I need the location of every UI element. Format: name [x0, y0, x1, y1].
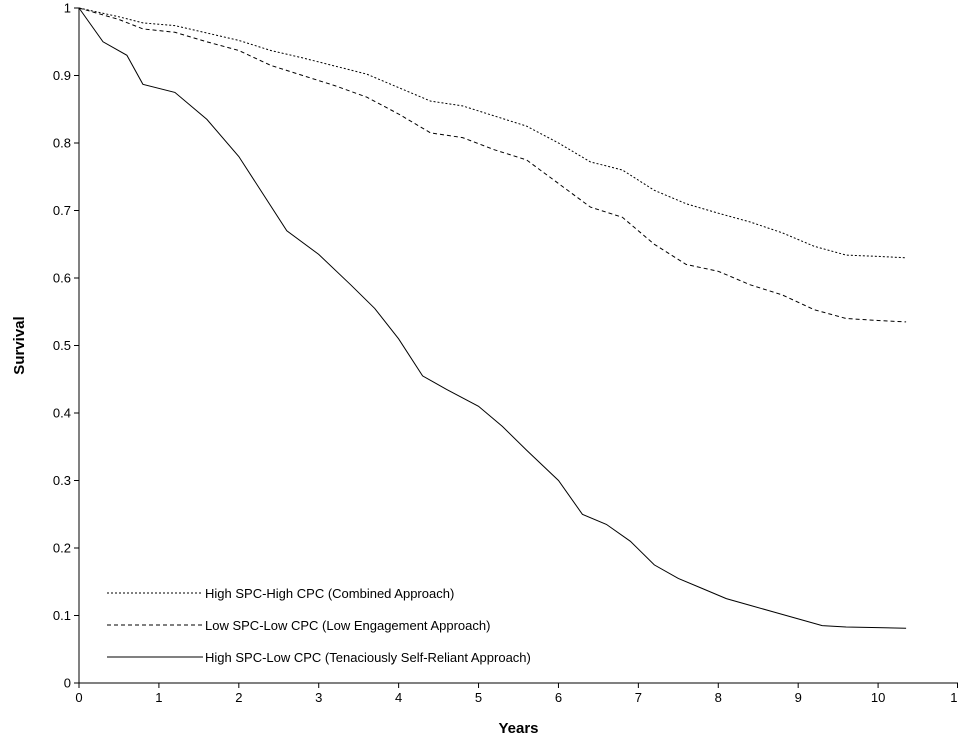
legend-label-1: High SPC-High CPC (Combined Approach)	[205, 586, 454, 601]
x-tick-label: 5	[475, 690, 482, 705]
x-tick-label: 0	[75, 690, 82, 705]
y-tick-label: 0.3	[53, 473, 71, 488]
axes	[78, 8, 958, 684]
x-tick-label: 2	[235, 690, 242, 705]
legend-label-2: Low SPC-Low CPC (Low Engagement Approach…	[205, 618, 490, 633]
legend: High SPC-High CPC (Combined Approach) Low…	[107, 586, 531, 665]
y-tick-label: 0.2	[53, 541, 71, 556]
x-tick-label: 6	[555, 690, 562, 705]
y-axis-label: Survival	[11, 316, 28, 374]
y-tick-label: 0.7	[53, 203, 71, 218]
series-line-3	[78, 7, 907, 629]
y-tick-label: 0.8	[53, 136, 71, 151]
x-tick-label: 1	[155, 690, 162, 705]
y-tick-label: 0.4	[53, 406, 71, 421]
legend-label-3: High SPC-Low CPC (Tenaciously Self-Relia…	[205, 650, 531, 665]
y-tick-label: 0.5	[53, 338, 71, 353]
y-tick-label: 0.6	[53, 271, 71, 286]
series-lines	[78, 7, 907, 629]
x-tick-label: 4	[395, 690, 402, 705]
x-tick-label: 7	[635, 690, 642, 705]
x-tick-labels: 0 1 2 3 4 5 6 7 8 9 10 1	[75, 690, 957, 705]
x-tick-label: 8	[715, 690, 722, 705]
x-axis-label: Years	[498, 720, 538, 737]
series-line-2	[78, 7, 907, 323]
y-tick-label: 0	[64, 676, 71, 691]
y-tick-label: 0.9	[53, 68, 71, 83]
x-tick-label: 9	[795, 690, 802, 705]
x-tick-label: 1	[950, 690, 957, 705]
x-tick-label: 10	[871, 690, 885, 705]
x-tick-label: 3	[315, 690, 322, 705]
y-tick-labels: 0 0.1 0.2 0.3 0.4 0.5 0.6 0.7 0.8 0.9 1	[53, 1, 71, 691]
y-tick-label: 1	[64, 1, 71, 16]
series-line-1	[78, 7, 907, 259]
y-tick-label: 0.1	[53, 608, 71, 623]
